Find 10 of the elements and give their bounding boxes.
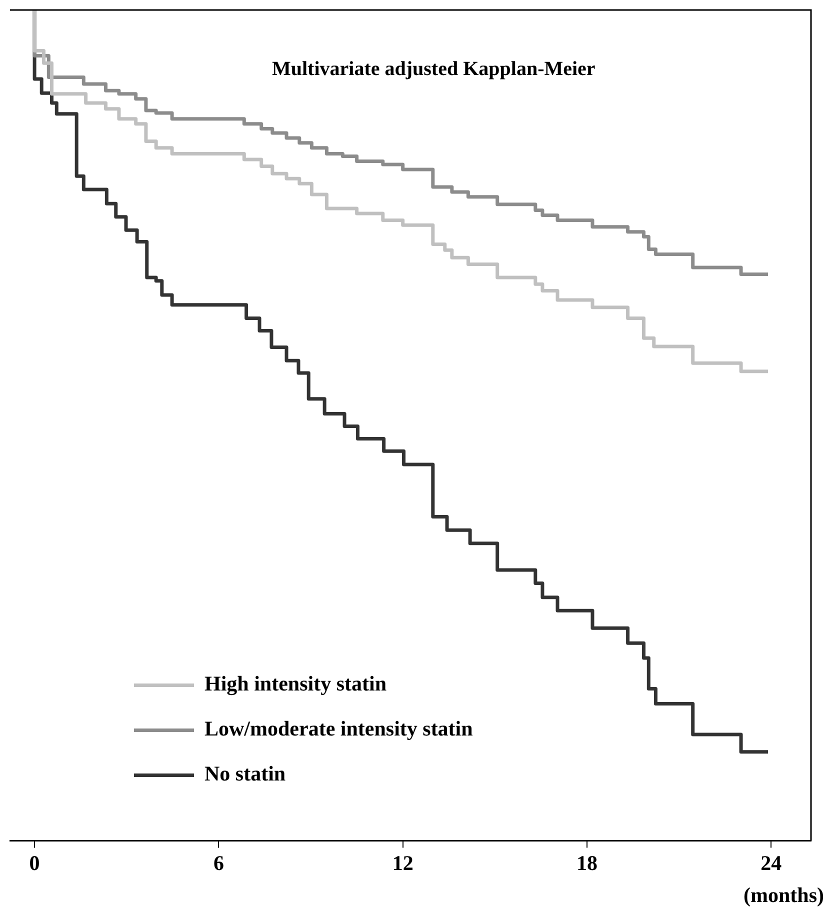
x-tick-label: 18	[576, 850, 598, 875]
x-tick-label: 6	[213, 850, 224, 875]
x-axis-title: (months)	[743, 883, 824, 908]
x-tick-label: 24	[760, 850, 782, 875]
legend-label: Low/moderate intensity statin	[204, 716, 474, 741]
legend-label: No statin	[204, 762, 286, 786]
x-tick-label: 12	[392, 850, 414, 875]
legend-label: High intensity statin	[204, 672, 387, 696]
text: Multivariate adjusted Kapplan-Meier	[272, 58, 596, 81]
x-tick-label: 0	[29, 850, 40, 875]
